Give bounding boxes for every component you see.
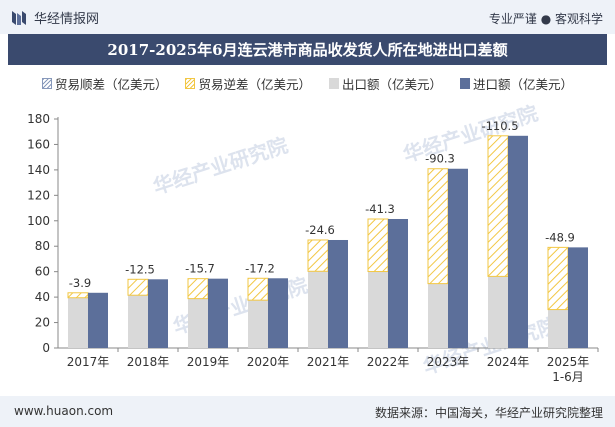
x-tick-label: 2020年 xyxy=(247,355,290,369)
export-bar[interactable] xyxy=(68,297,88,348)
y-tick-label: 180 xyxy=(27,112,50,126)
x-tick-label: 2023年 xyxy=(427,355,470,369)
import-bar[interactable] xyxy=(328,239,348,348)
deficit-data-label: -110.5 xyxy=(481,119,518,133)
y-tick-label: 40 xyxy=(35,290,50,304)
import-bar[interactable] xyxy=(508,135,528,348)
export-bar[interactable] xyxy=(368,271,388,348)
import-bar[interactable] xyxy=(268,278,288,348)
legend-item-surplus[interactable]: 贸易顺差（亿美元） xyxy=(41,74,168,93)
footer-bar: www.huaon.com 数据来源：中国海关，华经产业研究院整理 xyxy=(0,396,615,427)
chart-title: 2017-2025年6月连云港市商品收发货人所在地进出口差额 xyxy=(8,34,607,65)
x-tick-label: 2017年 xyxy=(67,355,110,369)
export-bar[interactable] xyxy=(128,295,148,348)
deficit-data-label: -3.9 xyxy=(69,276,91,290)
legend-swatch-deficit xyxy=(185,78,196,89)
x-tick-label: 2019年 xyxy=(187,355,230,369)
deficit-bar[interactable] xyxy=(127,278,149,296)
deficit-bar[interactable] xyxy=(67,292,89,299)
export-bar[interactable] xyxy=(308,271,328,348)
export-bar[interactable] xyxy=(488,276,508,348)
x-tick-label: 2024年 xyxy=(487,355,530,369)
y-tick-label: 0 xyxy=(42,341,50,355)
y-tick-label: 20 xyxy=(35,316,50,330)
deficit-data-label: -90.3 xyxy=(425,152,455,166)
y-tick-label: 140 xyxy=(27,163,50,177)
brand-logo-icon xyxy=(12,10,26,25)
legend-swatch-export xyxy=(329,78,339,89)
deficit-bar[interactable] xyxy=(547,246,569,311)
x-tick-label: 1-6月 xyxy=(552,370,584,384)
import-bar[interactable] xyxy=(148,279,168,348)
deficit-data-label: -48.9 xyxy=(545,230,575,244)
x-tick-label: 2018年 xyxy=(127,355,170,369)
import-bar[interactable] xyxy=(88,292,108,348)
y-tick-label: 120 xyxy=(27,188,50,202)
deficit-bar[interactable] xyxy=(367,218,389,273)
deficit-data-label: -12.5 xyxy=(125,262,155,276)
import-bar[interactable] xyxy=(388,218,408,348)
legend-label-export: 出口额（亿美元） xyxy=(342,77,443,92)
legend-label-deficit: 贸易逆差（亿美元） xyxy=(198,77,311,92)
import-bar[interactable] xyxy=(448,168,468,348)
import-bar[interactable] xyxy=(208,278,228,348)
footer-source: 数据来源：中国海关，华经产业研究院整理 xyxy=(374,406,603,420)
deficit-bar[interactable] xyxy=(427,168,449,285)
x-tick-label: 2022年 xyxy=(367,355,410,369)
deficit-data-label: -15.7 xyxy=(185,262,215,276)
export-bar[interactable] xyxy=(188,298,208,348)
deficit-data-label: -17.2 xyxy=(245,261,275,275)
deficit-bar[interactable] xyxy=(187,278,209,300)
deficit-bar[interactable] xyxy=(307,239,329,272)
y-tick-label: 60 xyxy=(35,265,50,279)
y-tick-label: 80 xyxy=(35,239,50,253)
export-bar[interactable] xyxy=(428,283,448,348)
deficit-bar[interactable] xyxy=(247,277,269,301)
legend-item-import[interactable]: 进口额（亿美元） xyxy=(460,74,573,93)
x-tick-label: 2025年 xyxy=(547,355,590,369)
x-tick-label: 2021年 xyxy=(307,355,350,369)
legend-swatch-import xyxy=(460,78,471,89)
deficit-data-label: -24.6 xyxy=(305,223,335,237)
legend-item-deficit[interactable]: 贸易逆差（亿美元） xyxy=(185,74,311,93)
y-tick-label: 100 xyxy=(27,214,50,228)
legend-swatch-surplus xyxy=(41,78,52,89)
top-bar: 华经情报网 专业严谨 ● 客观科学 xyxy=(0,0,615,34)
y-tick-label: 160 xyxy=(27,137,50,151)
brand[interactable]: 华经情报网 xyxy=(10,8,99,27)
deficit-data-label: -41.3 xyxy=(365,202,395,216)
legend-item-export[interactable]: 出口额（亿美元） xyxy=(329,74,442,93)
slogan: 专业严谨 ● 客观科学 xyxy=(488,12,603,26)
export-bar[interactable] xyxy=(548,309,568,348)
deficit-bar[interactable] xyxy=(487,135,509,277)
footer-url[interactable]: www.huaon.com xyxy=(14,404,114,418)
chart-legend: 贸易顺差（亿美元） 贸易逆差（亿美元） 出口额（亿美元） 进口额（亿美元） xyxy=(0,74,615,93)
import-bar[interactable] xyxy=(568,247,588,348)
export-bar[interactable] xyxy=(248,300,268,348)
brand-name: 华经情报网 xyxy=(34,12,100,27)
legend-label-import: 进口额（亿美元） xyxy=(473,77,574,92)
legend-label-surplus: 贸易顺差（亿美元） xyxy=(54,77,168,92)
